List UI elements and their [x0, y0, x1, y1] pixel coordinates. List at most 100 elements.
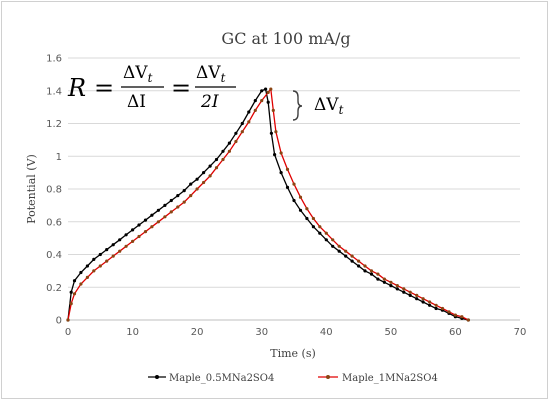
series-0-point-21: [195, 177, 199, 181]
series-0-point-25: [221, 149, 225, 153]
x-tick-labels: 0 10 20 30 40 50 60 70: [65, 327, 527, 338]
series-0-point-13: [143, 218, 148, 222]
series-1-point-28: [240, 130, 244, 134]
x-axis-title: Time (s): [270, 347, 316, 360]
series-0-point-55: [402, 290, 406, 294]
series-1-point-25: [221, 157, 225, 162]
series-0-point-10: [124, 233, 128, 237]
series-1-point-65: [466, 318, 470, 322]
fraction-2: ΔVt 2I: [195, 63, 236, 112]
series-0-point-1: [69, 290, 73, 294]
legend: Maple_0.5MNa2SO4 Maple_1MNa2SO4: [148, 373, 438, 384]
series-0-point-19: [182, 189, 186, 193]
series-0-point-58: [421, 300, 425, 304]
series-0-point-54: [395, 287, 399, 291]
equation-annotation: R = ΔVt ΔI = ΔVt 2I: [67, 63, 236, 112]
series-1-point-33: [269, 87, 273, 91]
series-0-point-12: [137, 223, 141, 227]
series-0-point-42: [318, 231, 322, 235]
gridlines: [68, 57, 520, 288]
series-0-point-34: [269, 131, 273, 135]
series-0-point-56: [408, 293, 412, 297]
series-0-point-8: [111, 243, 115, 247]
series-1-point-9: [118, 249, 122, 253]
series-1-point-51: [376, 272, 380, 276]
series-1-point-1: [69, 302, 73, 306]
legend-label-1: Maple_1MNa2SO4: [342, 373, 438, 384]
series-1-point-14: [150, 225, 154, 229]
series-layer: [66, 87, 470, 322]
y-tick-label-7: 1.4: [46, 86, 62, 97]
series-1-point-48: [357, 259, 361, 263]
series-1-point-43: [324, 231, 328, 235]
series-1-point-24: [214, 166, 219, 170]
series-0-point-46: [344, 254, 348, 258]
series-0-point-36: [279, 171, 283, 175]
series-1-point-31: [260, 99, 264, 103]
series-0-point-23: [208, 164, 212, 168]
series-0-point-26: [227, 141, 231, 145]
series-0-point-28: [240, 121, 244, 126]
series-0-point-29: [247, 110, 251, 114]
series-0-point-59: [428, 303, 432, 307]
series-1-point-29: [247, 120, 251, 124]
series-0-point-39: [298, 208, 303, 212]
series-1-point-55: [402, 287, 406, 291]
series-1-point-44: [331, 238, 335, 242]
series-0-point-24: [214, 157, 219, 162]
series-0-point-50: [369, 272, 374, 276]
series-1-point-46: [344, 249, 348, 253]
series-1-point-52: [382, 277, 386, 281]
series-0-point-7: [105, 248, 109, 252]
series-1-point-8: [111, 254, 115, 258]
series-1-point-11: [131, 239, 135, 243]
x-tick-label-5: 50: [384, 327, 397, 338]
y-tick-label-2: 0.4: [46, 250, 62, 261]
series-0-point-2: [72, 279, 77, 283]
series-0-point-6: [98, 252, 102, 257]
series-1-point-10: [124, 244, 128, 248]
series-0-point-57: [415, 297, 419, 301]
series-1-point-4: [85, 275, 89, 279]
x-tick-label-4: 40: [320, 327, 333, 338]
series-0-point-43: [324, 238, 328, 242]
series-0-point-31: [260, 89, 264, 93]
series-1-point-18: [176, 205, 180, 209]
series-1-point-58: [421, 297, 425, 301]
series-1-point-5: [92, 269, 96, 273]
series-0-point-33: [266, 100, 270, 104]
series-0-point-49: [363, 269, 367, 273]
series-1-point-37: [285, 167, 290, 171]
x-tick-label-7: 70: [514, 327, 527, 338]
y-tick-label-1: 0.2: [46, 283, 62, 294]
y-tick-label-3: 0.6: [46, 217, 62, 228]
y-tick-label-0: 0: [56, 316, 62, 327]
series-0-point-3: [79, 270, 83, 275]
series-0-point-40: [305, 216, 309, 221]
series-1-point-50: [369, 269, 374, 273]
series-1-point-30: [253, 108, 257, 112]
series-1-point-59: [428, 300, 432, 304]
series-0-point-15: [156, 208, 160, 212]
series-1-point-20: [189, 194, 193, 198]
series-1-point-15: [156, 220, 160, 224]
curly-brace-icon: [292, 90, 303, 121]
series-0-point-16: [163, 203, 167, 207]
series-1-point-21: [195, 187, 199, 191]
y-tick-label-6: 1.2: [46, 119, 62, 130]
series-1-point-39: [298, 195, 303, 199]
series-0-point-35: [273, 153, 277, 157]
series-1-point-0: [66, 318, 70, 322]
series-1-point-22: [202, 180, 206, 185]
series-1-point-19: [182, 200, 186, 204]
series-1-point-60: [434, 303, 438, 307]
x-tick-label-6: 60: [449, 327, 462, 338]
series-1-point-57: [415, 293, 419, 297]
fraction-1: ΔVt ΔI: [121, 63, 164, 112]
x-tick-label-2: 20: [191, 327, 204, 338]
series-1-point-34: [271, 108, 275, 112]
delta-v-label: ΔVt: [314, 95, 344, 117]
y-tick-label-4: 0.8: [46, 185, 62, 196]
series-1-point-12: [137, 234, 141, 239]
